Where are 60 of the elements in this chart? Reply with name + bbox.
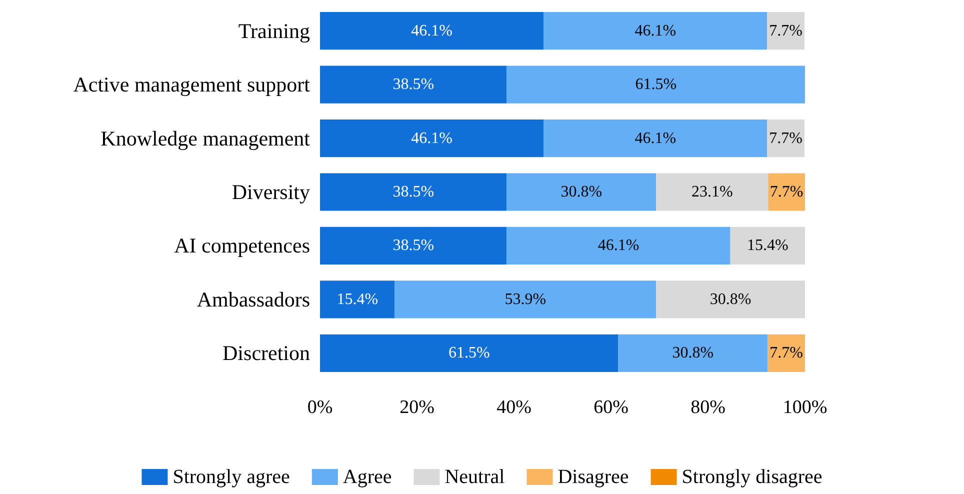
bar <box>730 226 805 265</box>
data-label: 46.1% <box>411 130 452 147</box>
x-tick-label: 80% <box>690 397 726 418</box>
y-tick-label: Training <box>238 18 310 43</box>
legend-label: Strongly agree <box>172 466 290 488</box>
bar <box>320 12 544 50</box>
legend-label: Strongly disagree <box>682 466 822 488</box>
data-label: 30.8% <box>710 290 752 308</box>
data-label: 46.1% <box>598 237 640 254</box>
data-label: 7.7% <box>769 22 803 40</box>
data-label: 38.5% <box>392 184 434 200</box>
bar <box>320 173 507 211</box>
data-label: 30.8% <box>672 344 714 362</box>
bar <box>656 173 768 211</box>
data-label: 61.5% <box>635 76 677 94</box>
legend-label: Agree <box>342 466 392 488</box>
bar <box>320 334 618 372</box>
bar <box>506 226 730 265</box>
data-label: 23.1% <box>691 184 733 200</box>
y-tick-label: AI competences <box>174 234 310 258</box>
bar <box>767 12 805 50</box>
bar <box>320 280 395 318</box>
data-label: 30.8% <box>560 184 602 200</box>
data-label: 15.4% <box>746 237 788 254</box>
data-label: 7.7% <box>770 344 803 362</box>
data-label: 38.5% <box>392 237 434 254</box>
data-label: 46.1% <box>634 130 676 147</box>
data-label: 61.5% <box>448 344 490 362</box>
bar <box>506 173 656 211</box>
bar <box>768 334 805 372</box>
x-tick-label: 100% <box>782 397 828 418</box>
bar <box>768 173 805 211</box>
bar <box>618 334 768 372</box>
x-tick-label: 40% <box>496 397 532 418</box>
data-label: 38.5% <box>392 76 434 94</box>
bar <box>506 66 805 104</box>
legend-label: Neutral <box>444 466 506 488</box>
data-label: 46.1% <box>411 22 452 40</box>
x-tick-label: 60% <box>594 397 629 418</box>
bar <box>320 66 507 104</box>
y-tick-label: Knowledge management <box>100 126 310 150</box>
bar <box>320 226 507 265</box>
bar <box>320 119 544 158</box>
bar <box>656 280 805 318</box>
data-label: 7.7% <box>769 130 803 147</box>
legend-label: Disagree <box>558 466 629 488</box>
x-tick-label: 0% <box>307 397 333 418</box>
bar <box>544 119 768 158</box>
bar <box>394 280 656 318</box>
data-label: 7.7% <box>770 184 804 200</box>
data-label: 53.9% <box>504 290 546 308</box>
bar <box>767 119 805 158</box>
bar <box>544 12 768 50</box>
y-tick-label: Active management support <box>73 72 310 97</box>
data-label: 15.4% <box>336 290 378 308</box>
y-tick-label: Discretion <box>222 341 310 366</box>
y-tick-label: Diversity <box>232 180 310 204</box>
y-tick-label: Ambassadors <box>196 287 310 312</box>
data-label: 46.1% <box>634 22 676 40</box>
x-tick-label: 20% <box>400 397 435 418</box>
